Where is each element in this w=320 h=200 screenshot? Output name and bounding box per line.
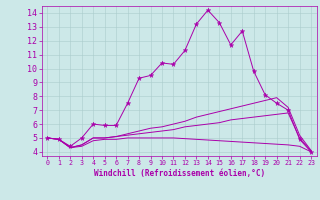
X-axis label: Windchill (Refroidissement éolien,°C): Windchill (Refroidissement éolien,°C)	[94, 169, 265, 178]
